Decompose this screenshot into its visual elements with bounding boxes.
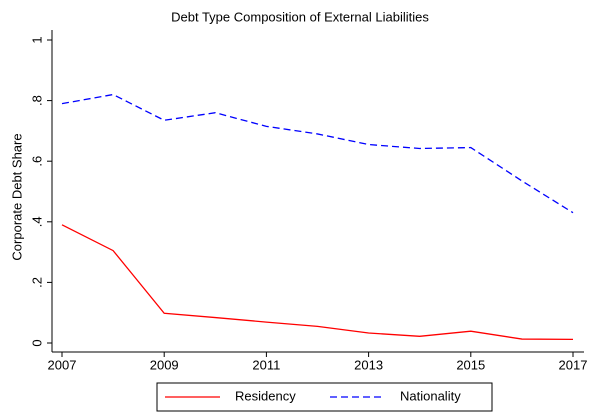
x-tick-label: 2007 — [48, 357, 77, 372]
line-series — [61, 224, 574, 341]
y-tick-label: .8 — [29, 95, 44, 106]
line-series — [61, 93, 574, 214]
y-tick-label: 0 — [29, 339, 44, 346]
y-tick-label: .6 — [29, 156, 44, 167]
y-tick-label: 1 — [29, 36, 44, 43]
x-tick-label: 2013 — [354, 357, 383, 372]
legend-label: Residency — [235, 388, 296, 403]
y-tick-label: .4 — [29, 216, 44, 227]
y-axis-title: Corporate Debt Share — [9, 133, 24, 260]
legend-label: Nationality — [400, 388, 461, 403]
y-tick-label: .2 — [29, 277, 44, 288]
x-tick-label: 2017 — [559, 357, 588, 372]
x-tick-label: 2009 — [150, 357, 179, 372]
x-tick-label: 2011 — [252, 357, 280, 372]
x-tick-label: 2015 — [456, 357, 485, 372]
chart-title: Debt Type Composition of External Liabil… — [171, 9, 429, 24]
